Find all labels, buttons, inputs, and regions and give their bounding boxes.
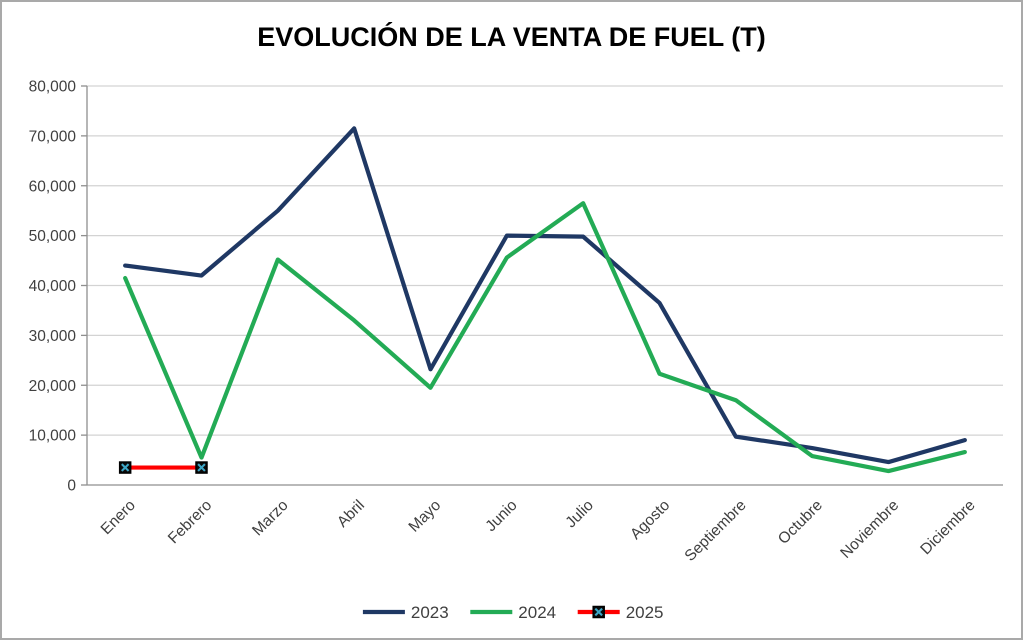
series-line-2024[interactable]: [123, 201, 967, 474]
x-axis-label: Abril: [334, 497, 368, 531]
series-marker-2025[interactable]: [118, 461, 132, 474]
x-axis-label: Noviembre: [837, 497, 902, 562]
y-axis-label: 80,000: [29, 79, 77, 96]
x-axis-label: Septiembre: [682, 497, 750, 565]
legend-item-2024[interactable]: 2024: [470, 603, 556, 622]
legend-item-2025[interactable]: 2025: [577, 603, 664, 622]
x-axis-label: Enero: [98, 497, 139, 538]
x-axis-label: Marzo: [249, 497, 291, 539]
y-axis-label: 40,000: [29, 278, 77, 295]
y-axis-label: 50,000: [29, 228, 77, 245]
x-axis-label: Diciembre: [917, 497, 978, 558]
x-axis-label: Mayo: [406, 497, 445, 536]
series-marker-2025[interactable]: [195, 461, 208, 474]
x-axis-label: Octubre: [775, 497, 826, 548]
x-axis-label: Agosto: [627, 497, 673, 543]
y-axis-label: 10,000: [29, 428, 77, 445]
legend-label: 2023: [411, 603, 449, 622]
series-line-2023[interactable]: [123, 126, 967, 465]
legend-label: 2024: [518, 603, 556, 622]
x-axis-label: Junio: [482, 497, 520, 535]
y-axis-label: 20,000: [29, 378, 77, 395]
y-axis-label: 60,000: [29, 178, 77, 195]
x-axis-label: Febrero: [165, 497, 215, 547]
chart-title: EVOLUCIÓN DE LA VENTA DE FUEL (T): [257, 22, 766, 52]
marker-x-stroke: [197, 463, 206, 472]
y-axis-label: 70,000: [29, 128, 77, 145]
legend-item-2023[interactable]: 2023: [362, 603, 449, 622]
legend: 2023 2024 2025: [362, 603, 664, 622]
y-axis-label: 0: [67, 478, 76, 495]
x-axis-label: Julio: [562, 497, 597, 532]
legend-label: 2025: [626, 603, 664, 622]
legend-marker-x: [594, 607, 603, 617]
marker-x-stroke: [121, 463, 130, 472]
y-axis-label: 30,000: [29, 328, 77, 345]
